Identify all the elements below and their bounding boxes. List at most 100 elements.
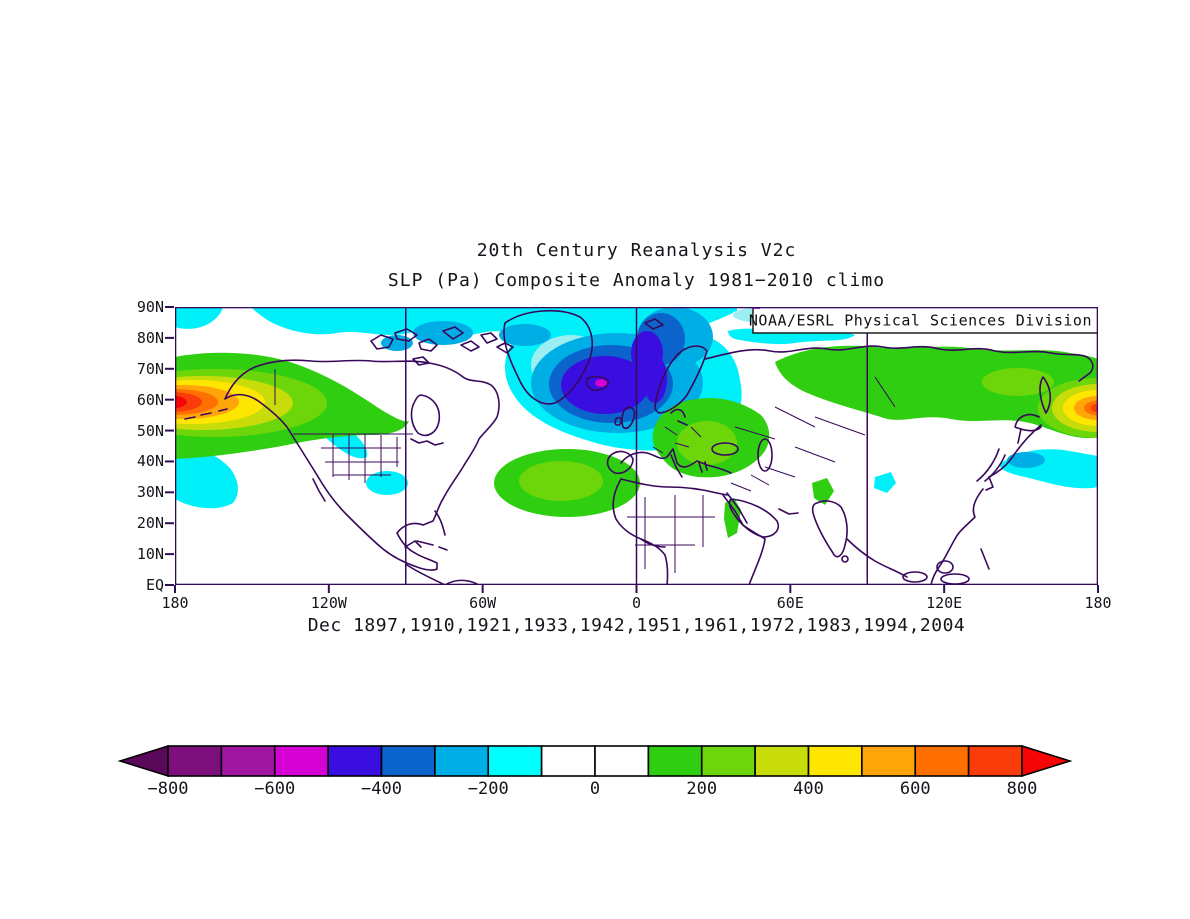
axis-ticks [165,306,1099,593]
colorbar-segment [167,745,223,777]
lon-tick-label: 180 [1084,594,1112,612]
plot-title: 20th Century Reanalysis V2c [476,240,797,261]
border-europe [652,426,702,454]
colorbar-tick-label: −800 [147,779,189,799]
coastline-indonesia [902,571,928,583]
lat-tick-label: 70N [136,359,164,378]
coastline-south-america [406,564,478,585]
lat-tick-label: EQ [145,576,164,594]
lat-tick-label: 20N [136,514,164,533]
anomaly-arctic-patch [499,324,551,346]
coastline-india [811,500,848,558]
meridian-lines [405,307,868,585]
map-plot: NOAA/ESRL Physical Sciences Division [165,306,1099,593]
colorbar-tick-label: 200 [686,779,718,799]
lon-tick-label: 60E [776,594,804,612]
lon-tick-label: 120E [926,594,963,612]
coastline-ireland [614,416,622,426]
colorbar-segment [487,745,543,777]
colorbar-segment [967,745,1023,777]
lat-tick-label: 50N [136,421,164,440]
coastline-florida [434,510,446,536]
coastline-arctic-island [418,338,438,352]
credit-label: NOAA/ESRL Physical Sciences Division [749,312,1092,330]
colorbar-segments [167,745,1023,777]
coastline-cuba [416,540,448,551]
coastlines [184,309,1094,585]
colorbar-tick-label: −200 [467,779,509,799]
anomaly-dateline-core [1091,403,1098,413]
lat-tick-label: 30N [136,483,164,502]
coastline-sri-lanka [841,555,849,563]
coastline-arctic-island [412,356,430,366]
colorbar-left-arrow [117,744,169,778]
coastline-yucatan [404,540,422,548]
coastline-sakhalin [1017,428,1022,444]
colorbar-segment [380,745,436,777]
lat-tick-label: 90N [136,298,164,316]
composite-dates-label: Dec 1897,1910,1921,1933,1942,1951,1961,1… [307,615,966,636]
border-asia [734,376,896,478]
coastline-svalbard [644,318,664,330]
coastline-black-sea [711,442,739,456]
anomaly-redsea-patch [724,498,741,538]
coastline-baja [312,478,326,502]
coastline-scandinavia [654,345,708,414]
coastline-japan [976,448,1006,482]
colorbar-tick-label: −600 [254,779,296,799]
lon-tick-label: 0 [631,594,642,612]
anomaly-central-asia-spot [874,472,896,493]
colorbar-segment [861,745,917,777]
credit-box: NOAA/ESRL Physical Sciences Division [749,307,1098,334]
coastline-caspian-sea [757,438,773,472]
coastline-philippines [980,548,990,570]
colorbar-segment [807,745,863,777]
coastline-arctic-island [370,334,394,350]
coastline-kamchatka [1039,376,1052,414]
lat-tick-label: 60N [136,390,164,409]
anomaly-us-patch [366,471,408,495]
coastline-greenland [503,309,594,405]
lat-tick-label: 10N [136,545,164,564]
anomaly-arctic-band [175,307,223,329]
coastline-greece [698,461,708,473]
coastline-baltic [670,408,688,426]
lat-tick-label: 40N [136,452,164,471]
colorbar-segment [220,745,276,777]
anomaly-atlantic-inner [519,461,603,501]
colorbar-segment [273,745,329,777]
coastline-eurasia-arctic [704,345,1094,382]
lon-tick-label: 60W [469,594,497,612]
coastline-arctic-island [480,332,498,344]
coastline-indonesia [940,573,970,585]
lat-tick-label: 80N [136,328,164,347]
colorbar-segment [540,745,596,777]
coastline-arctic-island [496,342,514,354]
colorbar-segment [434,745,490,777]
coastline-north-africa [620,478,728,496]
political-borders [274,369,896,573]
border-africa [627,495,715,573]
lon-tick-label: 180 [161,594,189,612]
plot-subtitle: SLP (Pa) Composite Anomaly 1981−2010 cli… [387,270,886,291]
colorbar-tick-label: 800 [1006,779,1038,799]
coastline-persian-gulf [778,508,799,515]
coastline-britain [621,406,636,430]
coastline-aleutians [184,408,228,420]
colorbar-tick-label: 400 [793,779,824,799]
border-middle-east [730,474,770,492]
anomaly-west-pacific-subtropic [175,446,238,509]
coastline-great-lakes [410,438,444,446]
colorbar-right-arrow [1021,744,1073,778]
anomaly-siberia-inner [982,368,1054,396]
coastline-iceland [585,375,609,391]
colorbar-segment [754,745,810,777]
anomaly-nw-pacific-ring2 [1007,452,1045,468]
anomaly-pacific-high-ring [175,392,202,412]
coastline-north-america [224,359,500,571]
anomaly-iceland-low-core [643,355,667,403]
anomaly-pacific-high-core [175,395,187,409]
coastline-hudson-bay [410,394,441,437]
coastline-horn-east-africa [742,524,766,585]
